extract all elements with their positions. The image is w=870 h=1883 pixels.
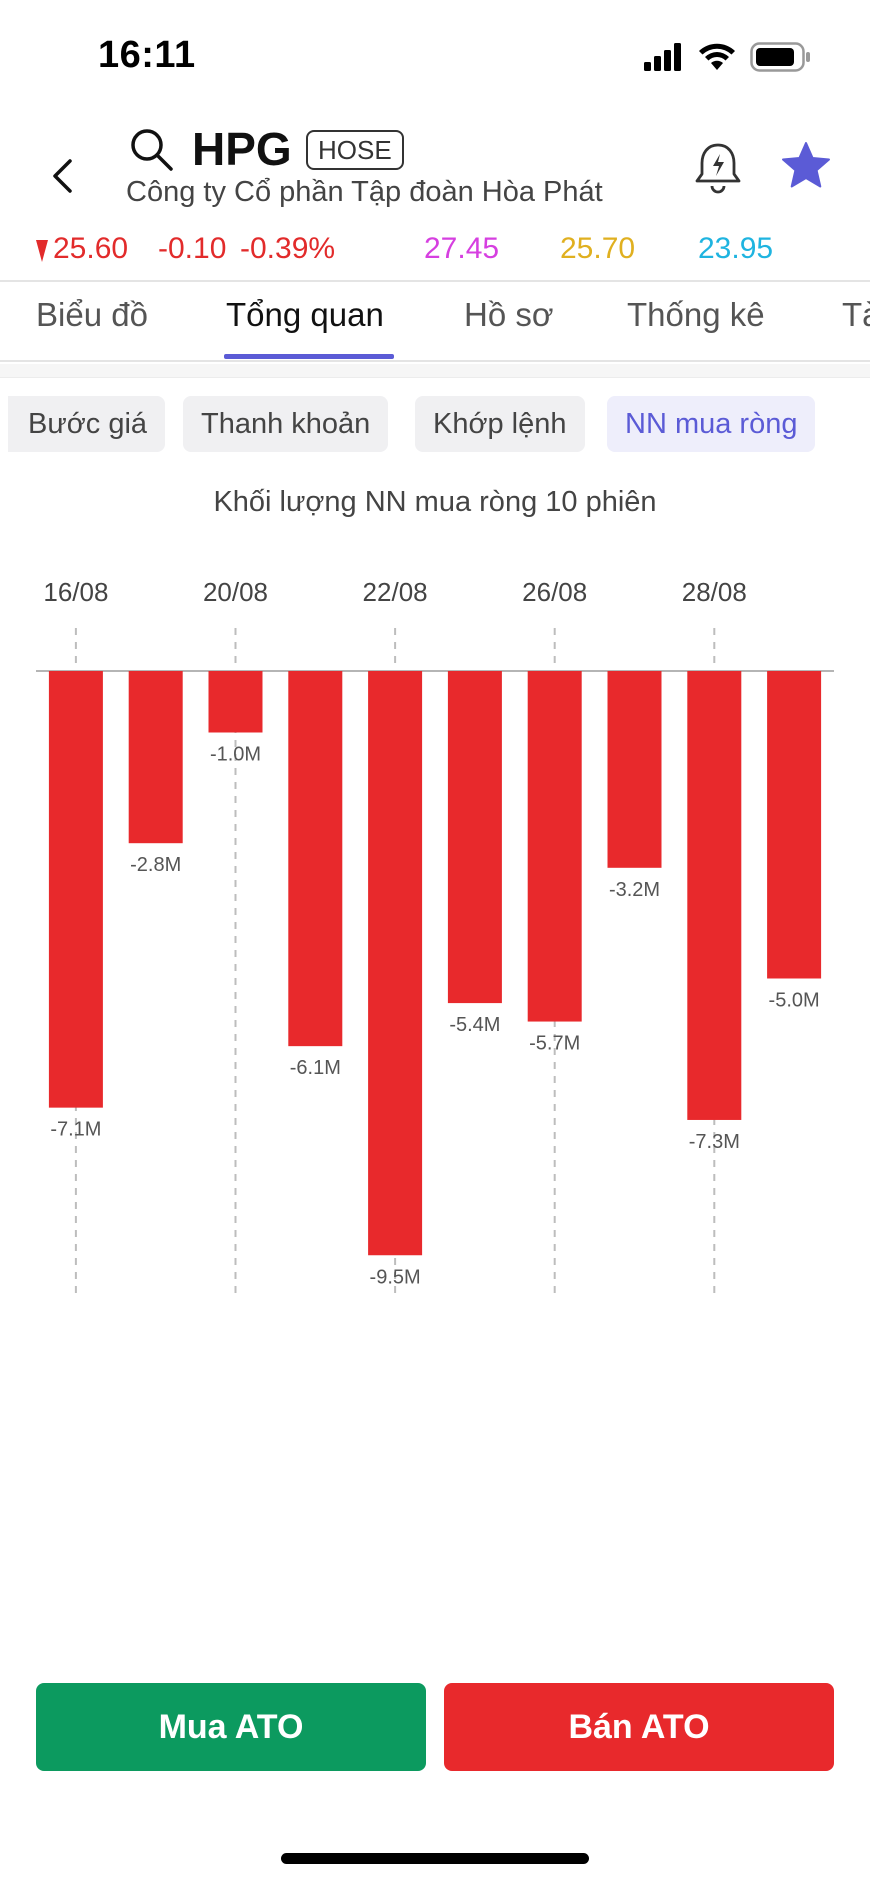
ceiling-price: 27.45 [424,232,500,265]
bar-value-label: -9.5M [370,1266,421,1288]
x-tick-label: 22/08 [363,577,428,607]
chip-liquidity[interactable]: Thanh khoản [183,396,389,452]
active-tab-indicator [224,354,394,359]
back-button[interactable] [40,146,84,206]
bar [447,671,502,1004]
bar [368,671,423,1256]
bar-value-label: -7.1M [50,1119,101,1141]
net-buy-bar-chart: 16/08 20/08 22/08 26/08 28/08 -7.1M -2.8M -1.0M… [36,577,834,1300]
bell-icon [695,143,741,194]
status-bar: 16:11 [0,0,870,110]
status-time: 16:11 [98,34,196,76]
price-change-percent: -0.39% [240,232,336,265]
bar [527,671,582,1022]
current-price: 25.60 [53,232,129,265]
bar-value-label: -3.2M [609,879,660,901]
bar-value-label: -5.4M [449,1014,500,1036]
bar [208,671,263,733]
x-tick-label: 26/08 [522,577,587,607]
tab-finance[interactable]: Tà [842,296,870,333]
bar-value-label: -2.8M [130,854,181,876]
x-tick-label: 20/08 [203,577,268,607]
bar-value-label: -1.0M [210,744,261,766]
back-icon [53,159,72,193]
chart-title: Khối lượng NN mua ròng 10 phiên [213,486,657,518]
tab-statistics[interactable]: Thống kê [627,296,765,333]
signal-icon [644,43,681,71]
x-tick-label: 28/08 [682,577,747,607]
price-change: -0.10 [158,232,227,265]
home-indicator [281,1853,589,1864]
bar [288,671,343,1047]
tab-bar: Biểu đồ Tổng quan Hồ sơ Thống kê Tà [0,280,870,362]
chip-matched-orders[interactable]: Khớp lệnh [415,396,585,452]
status-icons [644,40,812,74]
chip-price-step[interactable]: Bước giá [8,396,166,452]
bar [607,671,662,868]
reference-price: 25.70 [560,232,636,265]
section-divider [0,364,870,378]
bar-value-label: -5.7M [529,1033,580,1055]
ticker-symbol: HPG [192,123,292,175]
header: HPG HOSE Công ty Cổ phần Tập đoàn Hòa Ph… [0,110,870,220]
search-button[interactable] [128,126,176,174]
price-down-icon [36,240,48,262]
tab-chart[interactable]: Biểu đồ [36,296,148,333]
tab-overview[interactable]: Tổng quan [226,296,384,333]
sell-ato-button[interactable]: Bán ATO [444,1683,834,1771]
favorite-button[interactable] [780,140,832,192]
chart-filter-chips: Bước giá Thanh khoản Khớp lệnh NN mua rò… [0,396,870,452]
exchange-badge: HOSE [306,130,404,170]
bar [48,671,103,1108]
wifi-icon [699,43,735,70]
bar-value-label: -7.3M [689,1131,740,1153]
search-icon [131,129,173,171]
tab-profile[interactable]: Hồ sơ [464,296,554,333]
bar-value-label: -5.0M [769,990,820,1012]
company-name: Công ty Cổ phần Tập đoàn Hòa Phát [126,176,603,208]
price-alert-button[interactable] [692,140,744,196]
chip-foreign-net-buy[interactable]: NN mua ròng [607,396,816,452]
buy-ato-button[interactable]: Mua ATO [36,1683,426,1771]
bar [687,671,742,1120]
bar [128,671,183,844]
price-row: 25.60 -0.10 -0.39% 27.45 25.70 23.95 [0,228,870,274]
bar [767,671,822,979]
star-icon [782,142,830,188]
floor-price: 23.95 [698,232,774,265]
x-tick-label: 16/08 [43,577,108,607]
bar-value-label: -6.1M [290,1057,341,1079]
battery-icon [750,42,810,72]
